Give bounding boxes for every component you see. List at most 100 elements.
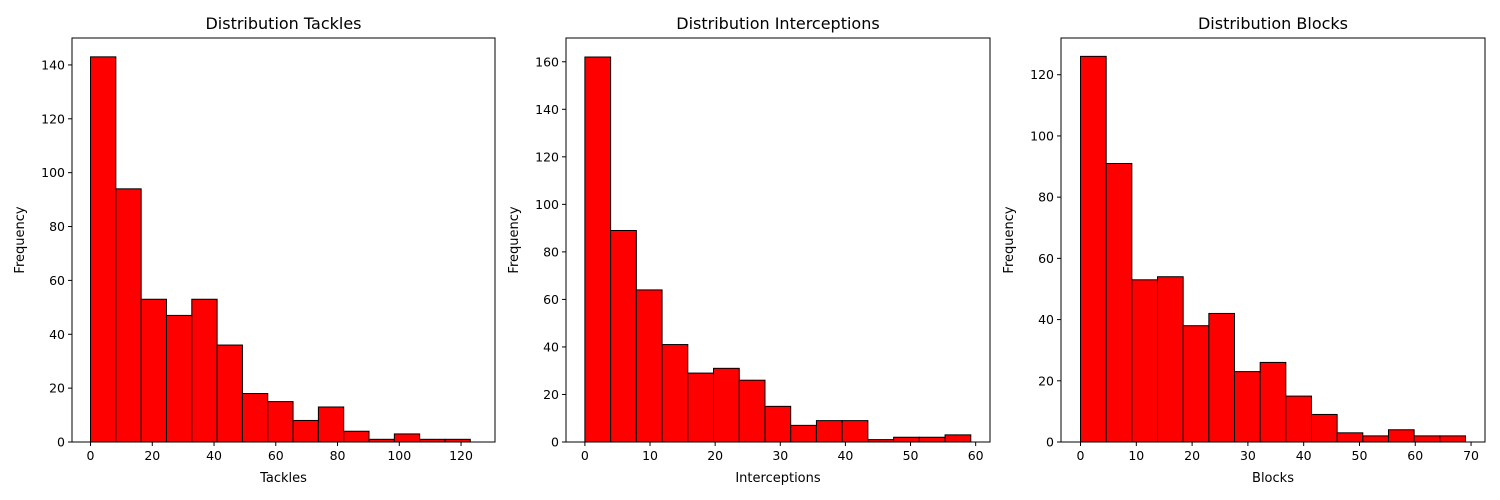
y-tick-label: 120 [535,149,559,164]
chart-title: Distribution Interceptions [676,14,879,33]
histogram-bar [292,419,319,443]
histogram-bar [216,344,243,443]
y-axis-label: Frequency [13,206,28,273]
x-tick-label: 70 [1463,448,1479,463]
y-tick-label: 80 [1038,190,1054,205]
plot-frame [1060,37,1486,443]
y-tick-label: 100 [535,197,559,212]
histogram-bar [738,379,766,443]
y-tick-label: 20 [1038,373,1054,388]
y-tick-label: 120 [1030,67,1054,82]
histogram-bar [1157,276,1184,443]
histogram-bar [1413,435,1441,443]
histogram-panel-2: 0 10 20 30 40 50 60 0 20 40 60 80 100 120 140 160 Distri… [507,14,991,486]
y-tick-label: 20 [49,381,65,396]
x-tick-label: 60 [968,448,984,463]
y-tick-label: 160 [535,54,559,69]
x-axis-label: Blocks [1252,471,1294,486]
histogram-bar [1439,435,1466,443]
x-tick-label: 30 [1240,448,1256,463]
histogram-bar [687,372,715,443]
chart-title: Distribution Blocks [1198,14,1348,33]
histogram-bar [393,433,421,443]
histogram-bar [1208,312,1235,443]
y-tick-label: 0 [57,435,65,450]
histogram-bar [317,406,345,443]
histogram-bar [815,420,843,443]
histogram-bar [1285,395,1312,443]
x-axis-label: Tackles [259,471,307,486]
y-tick-label: 120 [41,111,65,126]
y-tick-label: 60 [49,273,65,288]
histogram-bar [713,367,740,443]
x-tick-label: 10 [642,448,658,463]
y-tick-label: 80 [49,219,65,234]
histogram-bar [1362,435,1389,443]
histogram-bar [241,393,269,443]
histogram-bar [140,298,167,443]
y-tick-label: 40 [1038,312,1054,327]
y-tick-label: 0 [1046,435,1054,450]
x-tick-label: 20 [1184,448,1200,463]
y-tick-label: 40 [49,327,65,342]
histogram-bar [610,229,637,443]
y-tick-label: 20 [543,387,559,402]
x-axis-label: Interceptions [735,471,821,486]
x-tick-label: 80 [330,448,346,463]
y-tick-label: 0 [551,435,559,450]
y-tick-label: 140 [535,102,559,117]
histogram-bar [918,436,946,443]
histogram-bar [1259,361,1287,443]
y-tick-label: 40 [543,339,559,354]
histogram-panel-3: 0 10 20 30 40 50 60 70 0 20 40 60 80 100 120 Distributi… [1002,14,1486,486]
y-tick-label: 80 [543,244,559,259]
y-axis-label: Frequency [1002,206,1017,273]
y-tick-label: 60 [1038,251,1054,266]
x-tick-label: 40 [206,448,222,463]
histogram-bar [165,314,193,443]
histogram-bar [635,289,663,443]
x-tick-label: 10 [1128,448,1144,463]
x-tick-label: 0 [87,448,95,463]
y-axis-label: Frequency [507,206,522,273]
x-tick-label: 0 [1077,448,1085,463]
histogram-bar [115,188,142,443]
chart-title: Distribution Tackles [205,14,361,33]
y-tick-label: 60 [543,292,559,307]
y-tick-label: 100 [1030,128,1054,143]
histogram-bar [1336,432,1364,443]
histogram-bar [1234,371,1261,443]
x-tick-label: 40 [837,448,853,463]
y-tick-label: 140 [41,57,65,72]
y-tick-label: 100 [41,165,65,180]
x-tick-label: 50 [1352,448,1368,463]
histogram-bar [661,344,689,443]
histogram-panel-1: 0 20 40 60 80 100 120 0 20 40 60 80 100 120 140 Distrib… [13,14,496,486]
histogram-bar [1080,55,1107,443]
histogram-bar [1105,162,1133,443]
histogram-bar [343,430,370,443]
x-tick-label: 30 [772,448,788,463]
x-tick-label: 20 [144,448,160,463]
x-tick-label: 60 [1407,448,1423,463]
x-tick-label: 40 [1296,448,1312,463]
histogram-bar [1182,325,1210,443]
histogram-bar [790,424,817,443]
x-tick-label: 50 [903,448,919,463]
histogram-bar [1387,429,1415,443]
histogram-bar [1131,279,1159,443]
x-tick-label: 60 [268,448,284,463]
histogram-bar [893,436,920,443]
histogram-bar [764,405,792,443]
x-tick-label: 20 [707,448,723,463]
x-tick-label: 120 [449,448,473,463]
histogram-bar [944,434,972,443]
histogram-bar [90,56,117,443]
histogram-bar [191,298,218,443]
plot-frame [71,37,496,443]
histogram-bar [1310,413,1338,443]
histogram-bar [267,401,294,443]
x-tick-label: 100 [387,448,411,463]
